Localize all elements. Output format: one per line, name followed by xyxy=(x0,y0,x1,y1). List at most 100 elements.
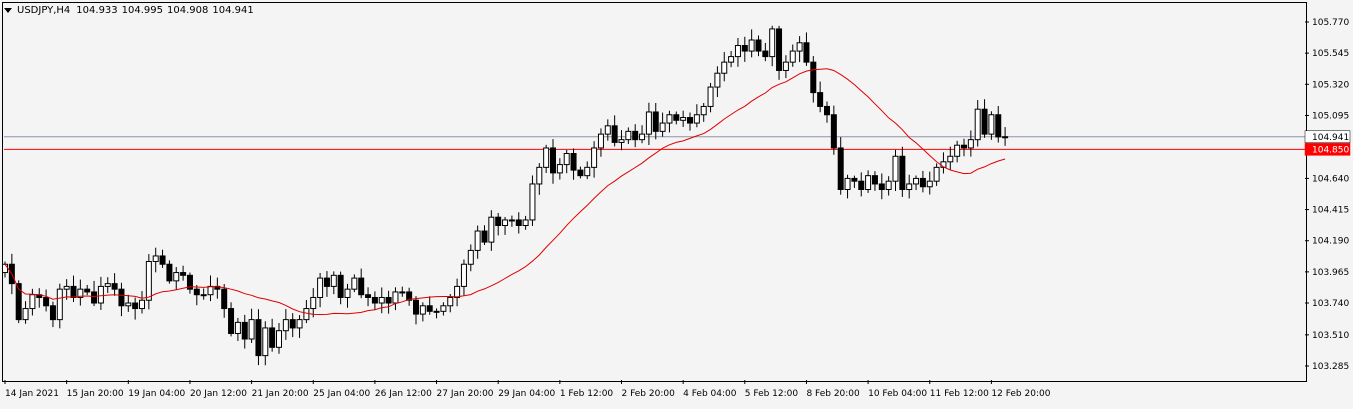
candle-body xyxy=(488,216,495,243)
y-tick-label: 104.415 xyxy=(1312,206,1349,216)
candle-body xyxy=(406,291,413,301)
candle-body xyxy=(878,183,885,191)
candle-body xyxy=(885,180,892,191)
candle-body xyxy=(365,294,372,298)
candle-body xyxy=(29,294,36,310)
candle-body xyxy=(988,114,995,135)
candle-body xyxy=(166,263,173,282)
candle-body xyxy=(351,277,358,290)
bid-price-tag-label: 104.941 xyxy=(1312,133,1349,143)
candle-body xyxy=(371,296,378,304)
candle-body xyxy=(892,155,899,182)
candle-body xyxy=(810,61,817,94)
plot-area[interactable] xyxy=(2,2,1307,382)
candle-body xyxy=(248,319,255,340)
candle-body xyxy=(714,72,721,88)
x-tick-label: 21 Jan 20:00 xyxy=(252,389,309,399)
candle-body xyxy=(899,155,906,191)
candle-body xyxy=(447,296,454,307)
candle-body xyxy=(728,56,735,63)
candle-body xyxy=(803,42,810,63)
candle-body xyxy=(502,219,509,226)
candle-body xyxy=(830,114,837,149)
candle-body xyxy=(330,274,337,287)
candle-body xyxy=(597,133,604,149)
candle-body xyxy=(995,114,1002,138)
candle-body xyxy=(296,319,303,329)
candle-body xyxy=(228,308,235,334)
candle-body xyxy=(570,153,577,171)
candle-body xyxy=(282,319,289,332)
candle-body xyxy=(577,169,584,177)
x-tick-label: 2 Feb 20:00 xyxy=(622,389,676,399)
candle-body xyxy=(981,108,988,135)
candle-body xyxy=(317,277,324,298)
level-price-tag xyxy=(1304,143,1351,156)
candle-body xyxy=(508,219,515,222)
x-tick-label: 15 Jan 20:00 xyxy=(67,389,124,399)
candle-body xyxy=(522,219,529,226)
candle-body xyxy=(159,255,166,265)
candle-body xyxy=(323,277,330,287)
candle-body xyxy=(974,108,981,141)
x-tick-label: 4 Feb 04:00 xyxy=(683,389,737,399)
x-tick-label: 19 Jan 04:00 xyxy=(128,389,185,399)
candle-body xyxy=(906,183,913,191)
candle-body xyxy=(145,260,152,301)
candle-body xyxy=(84,288,91,293)
candle-body xyxy=(858,180,865,191)
candle-body xyxy=(474,230,481,251)
candle-body xyxy=(954,144,961,157)
candle-body xyxy=(734,45,741,58)
triangle-down-icon[interactable] xyxy=(4,7,12,13)
candle-body xyxy=(639,133,646,141)
candle-body xyxy=(111,283,118,290)
candle-body xyxy=(255,319,262,357)
candle-body xyxy=(193,288,200,296)
candle-body xyxy=(673,114,680,121)
candle-body xyxy=(652,111,659,132)
y-tick-label: 104.190 xyxy=(1312,237,1349,247)
candle-body xyxy=(125,302,132,307)
candle-body xyxy=(536,166,543,185)
candle-body xyxy=(919,177,926,188)
x-tick-label: 20 Jan 12:00 xyxy=(190,389,247,399)
candle-body xyxy=(303,308,310,321)
moving-average-line xyxy=(4,68,1006,316)
candle-body xyxy=(2,263,8,274)
y-tick-label: 105.545 xyxy=(1312,49,1349,59)
x-tick-label: 5 Feb 12:00 xyxy=(745,389,799,399)
candle-body xyxy=(776,28,783,71)
candle-body xyxy=(632,130,639,141)
candle-body xyxy=(611,125,618,143)
x-tick-label: 26 Jan 12:00 xyxy=(375,389,432,399)
candle-body xyxy=(91,291,98,304)
y-tick-label: 105.320 xyxy=(1312,80,1349,90)
candle-body xyxy=(604,125,611,135)
candle-body xyxy=(426,305,433,312)
candle-body xyxy=(97,285,104,304)
y-tick-label: 105.095 xyxy=(1312,111,1349,121)
candle-body xyxy=(43,296,50,307)
candle-body xyxy=(837,147,844,191)
candle-body xyxy=(241,321,248,340)
candle-body xyxy=(645,111,652,135)
chart-header: USDJPY,H4 104.933 104.995 104.908 104.94… xyxy=(4,3,254,17)
candle-body xyxy=(789,50,796,63)
candle-body xyxy=(132,302,139,310)
x-tick-label: 25 Jan 04:00 xyxy=(313,389,370,399)
candle-body xyxy=(680,117,687,121)
x-tick-label: 29 Jan 04:00 xyxy=(498,389,555,399)
candle-body xyxy=(433,310,440,313)
candle-body xyxy=(693,114,700,124)
candle-body xyxy=(344,288,351,298)
candle-body xyxy=(467,249,474,265)
candle-body xyxy=(104,283,111,287)
candle-body xyxy=(310,296,317,310)
candle-body xyxy=(817,92,824,107)
y-tick-label: 104.640 xyxy=(1312,174,1349,184)
candle-body xyxy=(721,61,728,74)
candle-body xyxy=(659,122,666,132)
candle-body xyxy=(337,274,344,298)
